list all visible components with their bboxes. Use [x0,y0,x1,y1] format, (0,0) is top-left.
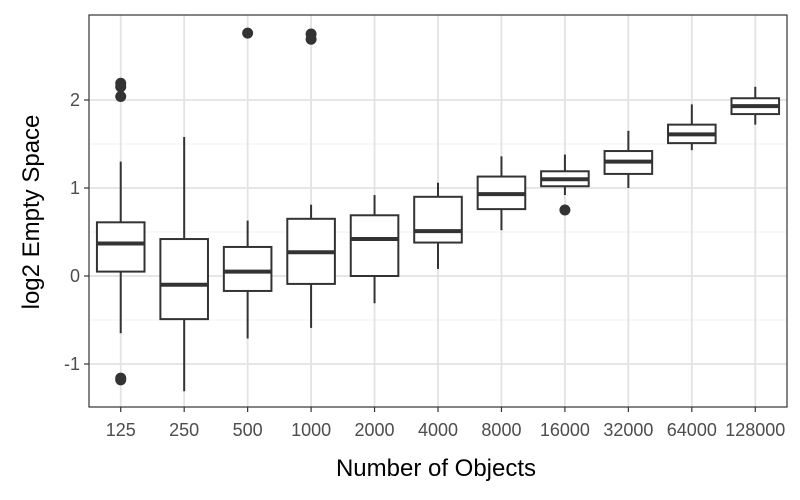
boxes [95,27,781,392]
outlier-point [115,81,127,93]
x-tick-label: 64000 [667,420,717,440]
box-32000 [603,130,654,188]
outlier-point [115,374,127,386]
x-tick-label: 125 [106,420,136,440]
box-4000 [413,182,463,269]
outlier-point [559,204,571,216]
box-500 [222,27,273,339]
x-axis-title: Number of Objects [336,455,536,482]
box-128000 [730,86,781,125]
box-iqr [222,245,273,292]
box-8000 [476,156,527,231]
x-tick-label: 128000 [725,420,785,440]
box-iqr [95,221,146,273]
box-iqr [413,195,463,244]
y-tick-label: 0 [70,266,80,286]
box-250 [159,136,209,392]
box-125 [95,77,146,386]
outlier-point [305,33,317,45]
x-tick-label: 1000 [291,420,331,440]
x-tick-label: 8000 [481,420,521,440]
x-tick-label: 500 [233,420,263,440]
outlier-point [242,27,254,39]
box-1000 [286,28,336,328]
y-tick-label: -1 [64,354,80,374]
y-axis-title: log2 Empty Space [18,115,45,310]
x-tick-label: 250 [169,420,199,440]
y-tick-label: 2 [70,90,80,110]
box-iqr [349,214,400,277]
y-tick-label: 1 [70,178,80,198]
box-iqr [159,238,209,321]
x-tick-label: 2000 [355,420,395,440]
x-tick-label: 32000 [603,420,653,440]
x-tick-label: 4000 [418,420,458,440]
box-2000 [349,195,400,304]
box-64000 [667,104,717,151]
box-16000 [540,154,590,216]
y-axis-ticks: -1 0 1 2 [64,90,89,374]
x-axis-ticks: 125 250 500 1000 2000 4000 8000 16000 32000 64000… [106,407,785,440]
outlier-point [115,90,127,102]
x-tick-label: 16000 [540,420,590,440]
